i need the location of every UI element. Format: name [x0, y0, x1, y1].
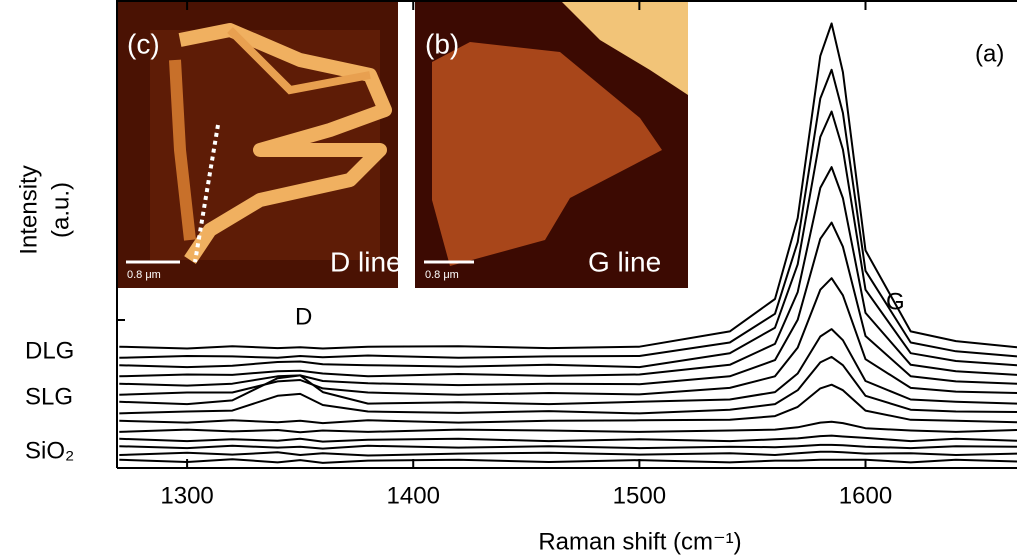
spectrum: [119, 277, 1017, 396]
spectrum: [119, 166, 1017, 378]
annotation: DLG: [25, 337, 74, 364]
spectrum: [119, 328, 1017, 406]
x-tick-label: 1500: [613, 482, 666, 509]
x-axis-label: Raman shift (cm⁻¹): [538, 528, 741, 555]
inset-c: (c) D line 0.8 μm: [117, 0, 402, 288]
spectrum: [119, 458, 1017, 464]
y-axis-label: (a.u.): [47, 182, 74, 238]
inset-label: G line: [588, 246, 661, 277]
spectrum: [119, 221, 1017, 387]
inset-panel-label: (b): [425, 28, 459, 59]
y-axis-label: Intensity: [15, 165, 42, 254]
inset-panel-label: (c): [127, 28, 160, 59]
annotation: SLG: [25, 383, 73, 410]
spectrum: [119, 355, 1017, 415]
x-tick-label: 1600: [839, 482, 892, 509]
inset-b: (b) G line 0.8 μm: [415, 0, 688, 288]
inset-label: D line: [330, 246, 402, 277]
spectra: [119, 22, 1017, 464]
spectrum: [119, 383, 1017, 425]
annotation: G: [886, 288, 905, 315]
spectrum: [119, 443, 1017, 450]
scale-bar-label: 0.8 μm: [127, 269, 161, 281]
panel-label: (a): [975, 40, 1004, 67]
spectrum: [119, 110, 1017, 369]
annotation: D: [295, 303, 312, 330]
annotation: SiO₂: [25, 437, 74, 464]
spectrum: [119, 420, 1017, 434]
x-tick-label: 1400: [387, 482, 440, 509]
spectrum: [119, 434, 1017, 443]
spectrum: [119, 22, 1017, 350]
spectrum: [119, 450, 1017, 457]
scale-bar-label: 0.8 μm: [425, 269, 459, 281]
x-tick-label: 1300: [160, 482, 213, 509]
spectrum: [119, 68, 1017, 359]
